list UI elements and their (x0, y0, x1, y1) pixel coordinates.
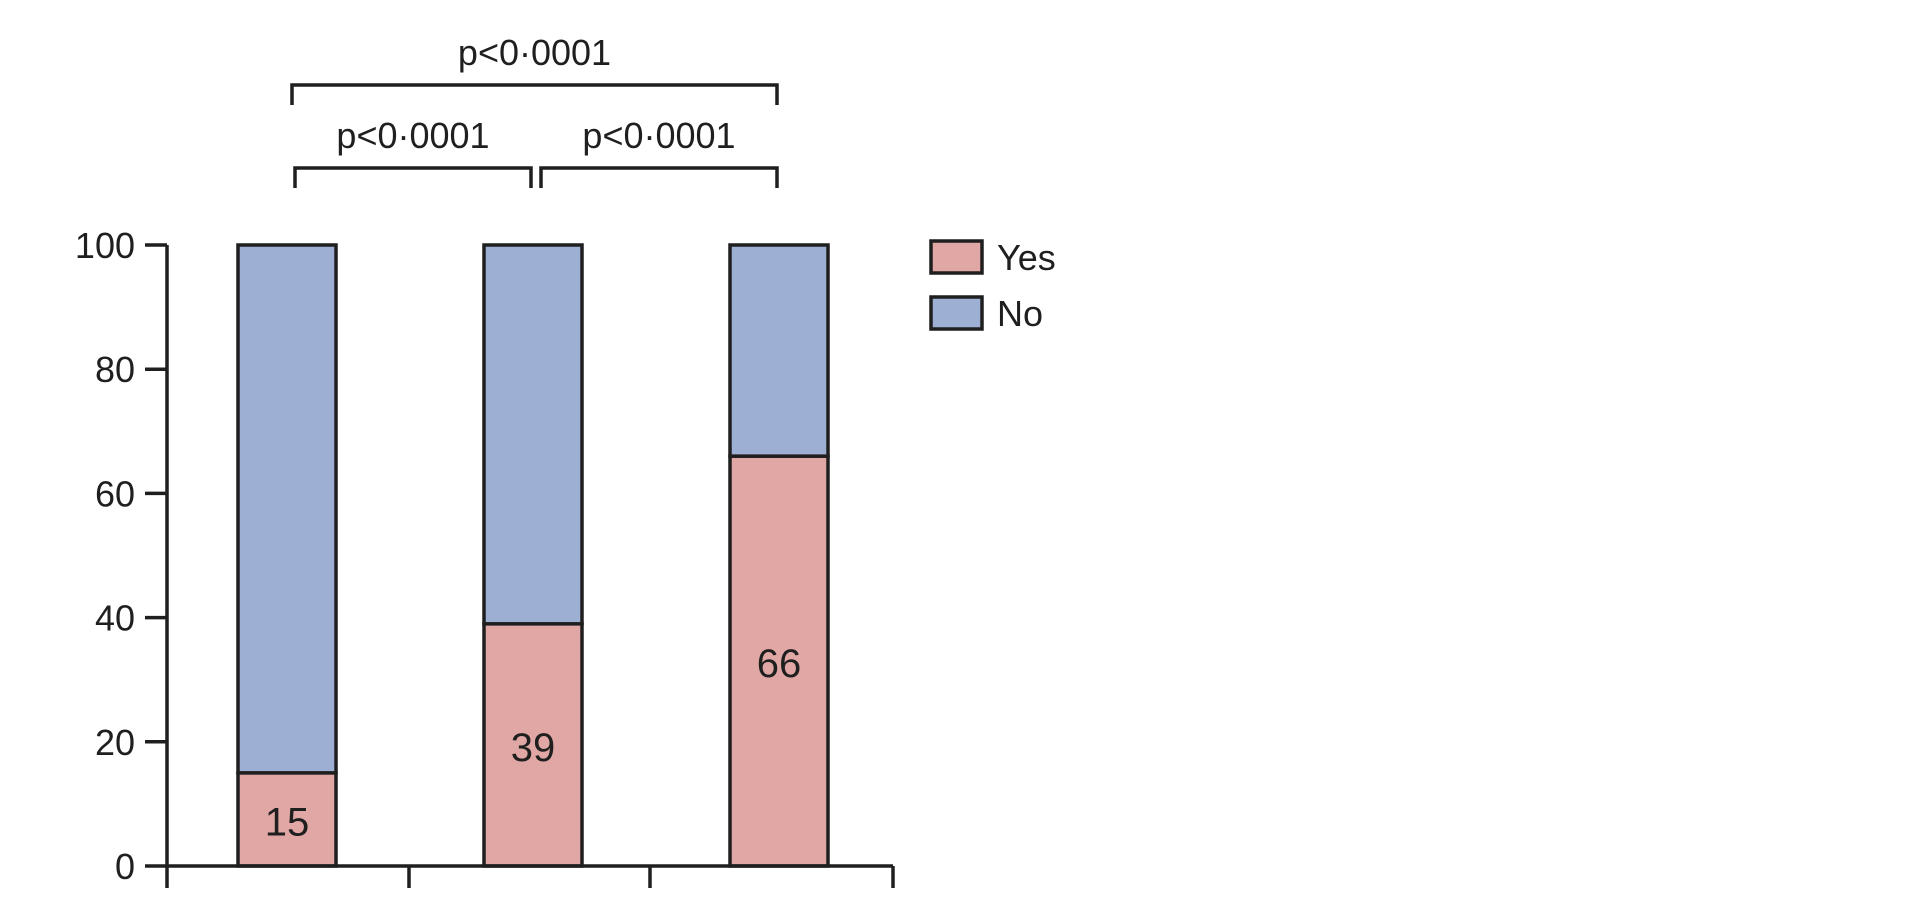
p-value-label: p<0·0001 (582, 115, 735, 156)
legend-swatch-no (929, 295, 984, 331)
legend-label-no: No (997, 293, 1043, 334)
bars-layer (236, 243, 830, 868)
legend: Yes No (929, 237, 1056, 334)
axes (165, 245, 893, 868)
significance-bracket (290, 83, 779, 105)
y-tick-label: 100 (75, 225, 135, 266)
data-labels-layer: 15 39 66 (265, 642, 802, 844)
y-tick-label: 0 (115, 846, 135, 887)
y-tick-label: 40 (95, 598, 135, 639)
y-tick-label: 20 (95, 722, 135, 763)
significance-brackets: p<0·0001 p<0·0001 p<0·0001 (290, 32, 779, 188)
legend-label-yes: Yes (997, 237, 1056, 278)
p-value-label: p<0·0001 (336, 115, 489, 156)
y-tick-label: 60 (95, 473, 135, 514)
data-label-2: 39 (511, 726, 556, 770)
data-label-1: 15 (265, 800, 310, 844)
bar-segment-yes-1 (236, 771, 338, 868)
y-ticks: 0 20 40 60 80 100 (75, 225, 167, 887)
legend-swatch-yes (929, 239, 984, 275)
significance-bracket (539, 166, 779, 188)
bar-segment-no-1 (236, 243, 338, 775)
data-label-3: 66 (757, 642, 802, 686)
bar-segment-no-3 (728, 243, 830, 458)
bar-segment-no-2 (482, 243, 584, 626)
significance-bracket (293, 166, 533, 188)
x-ticks (165, 866, 895, 888)
bar-segment-yes-2 (482, 622, 584, 868)
p-value-label: p<0·0001 (458, 32, 611, 73)
y-tick-label: 80 (95, 349, 135, 390)
